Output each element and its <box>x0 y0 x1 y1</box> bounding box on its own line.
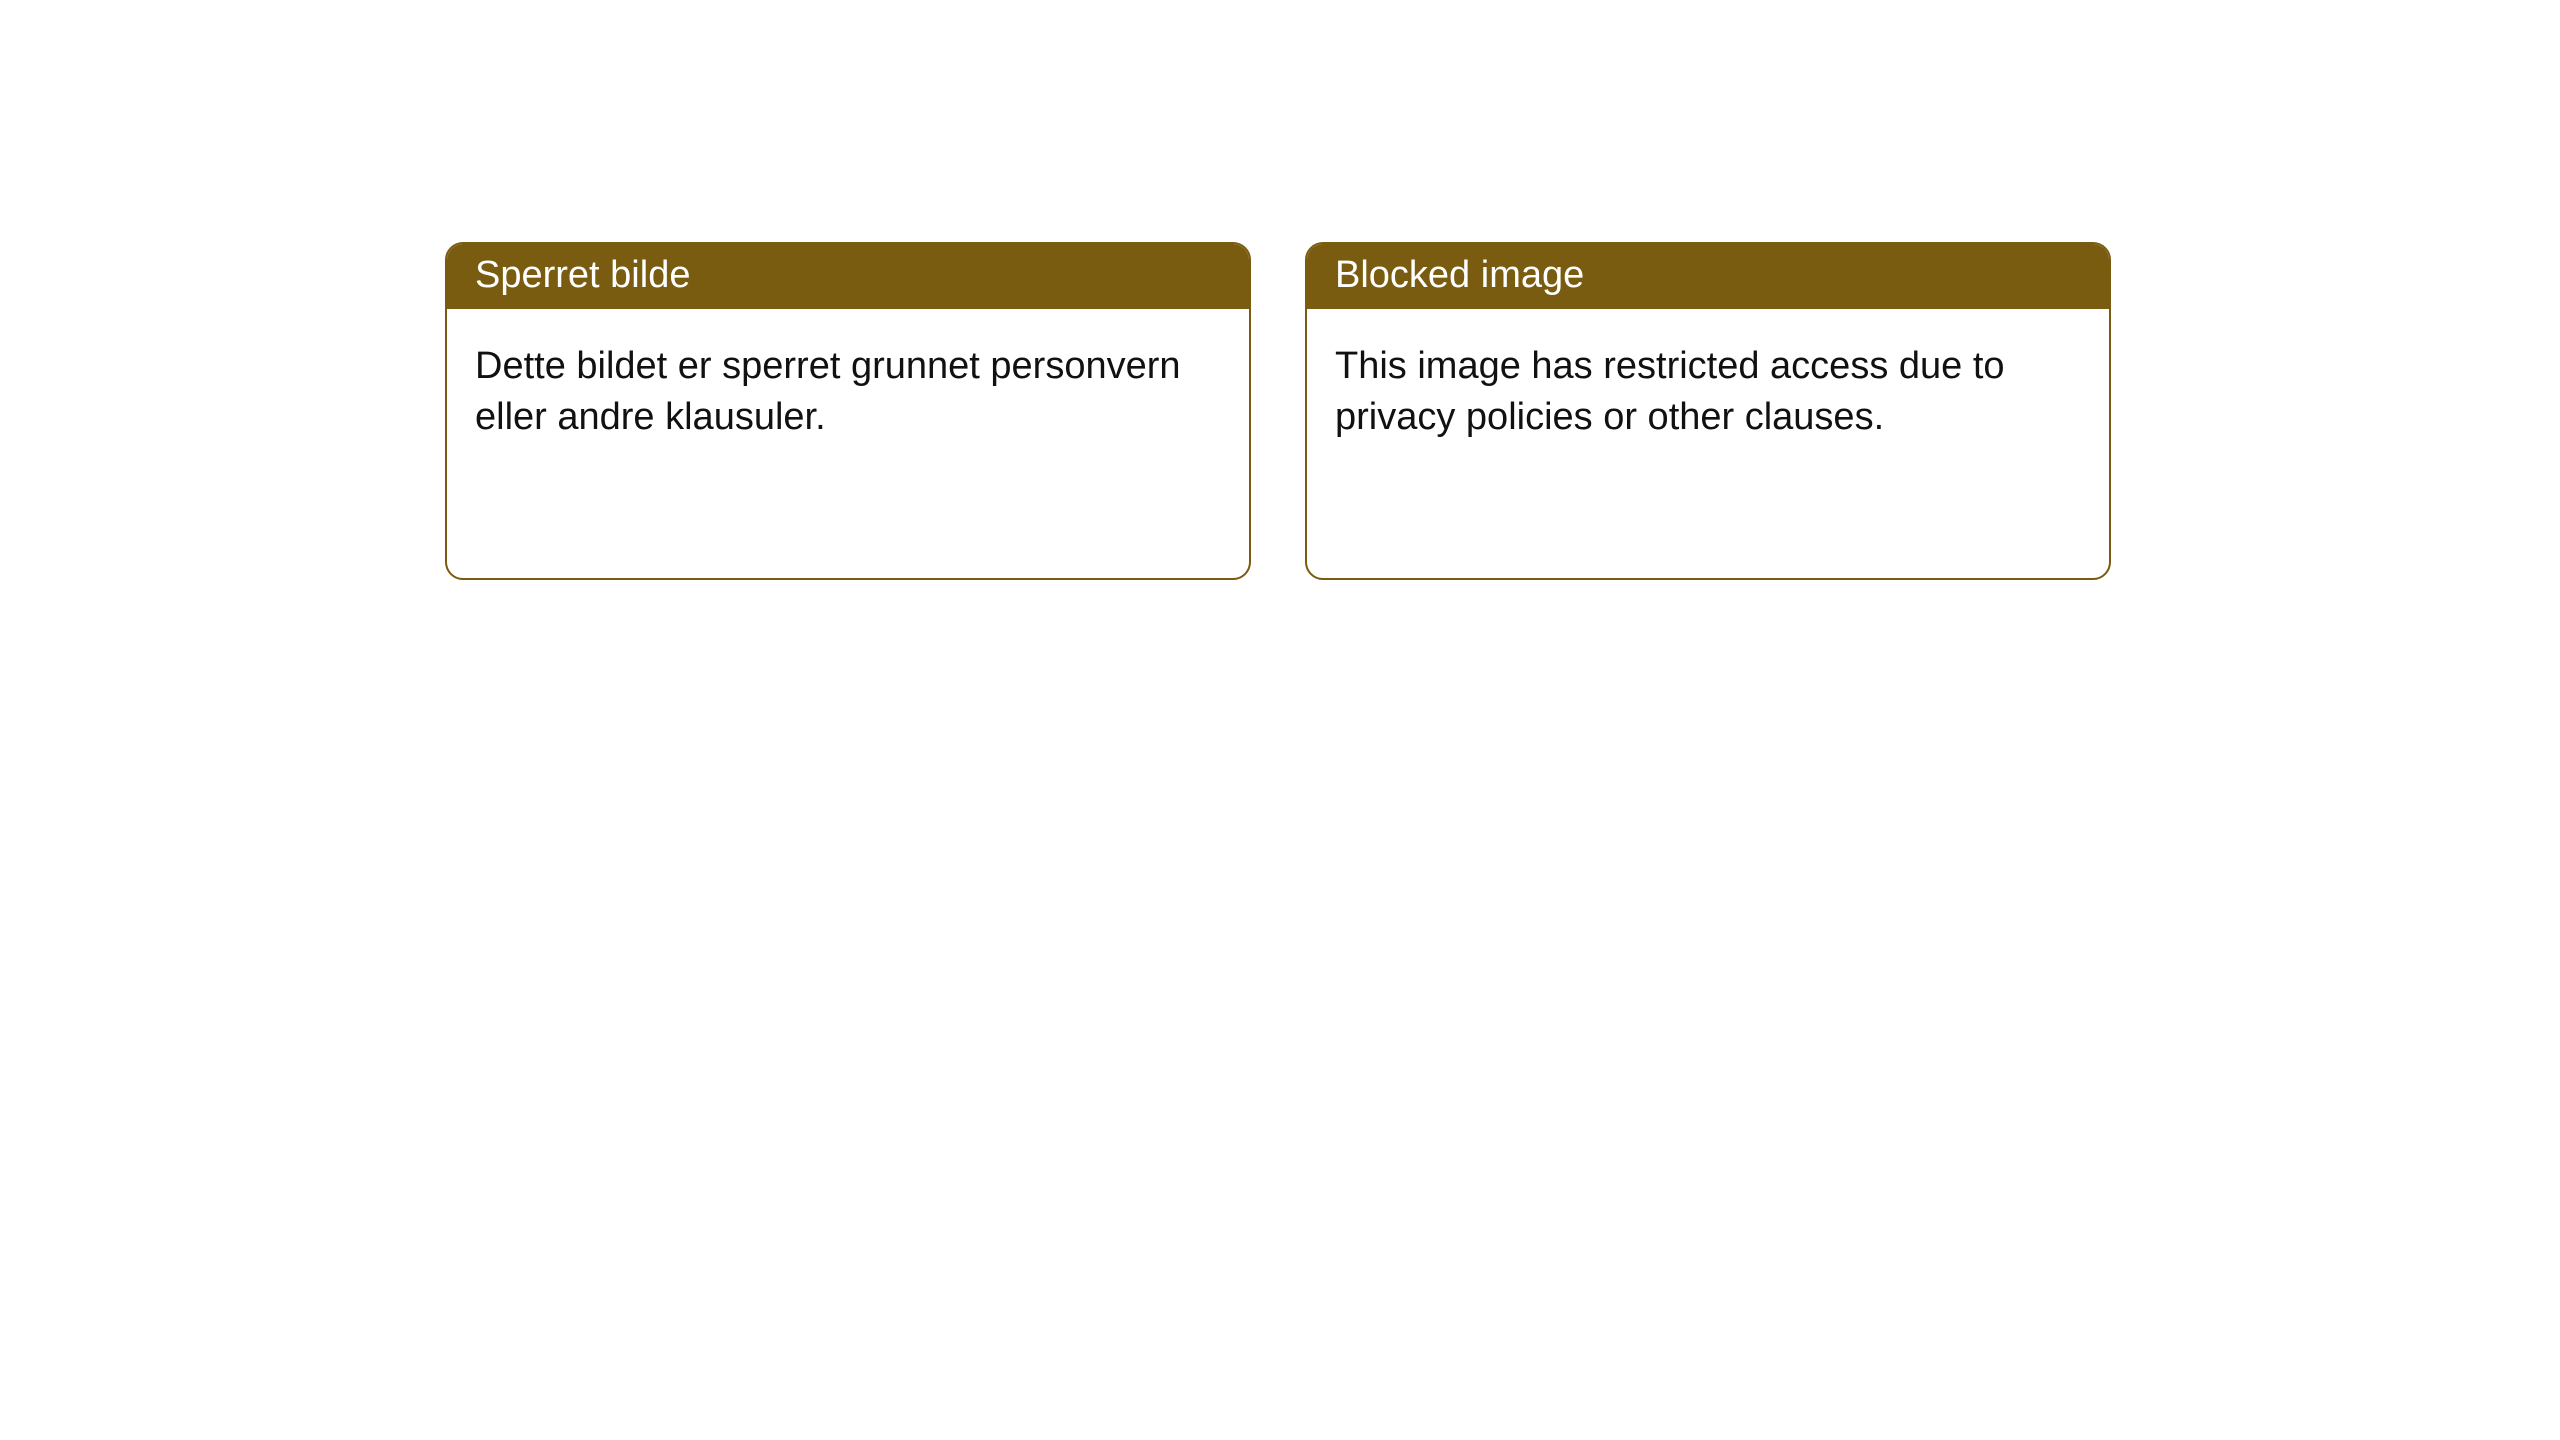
notice-container: Sperret bilde Dette bildet er sperret gr… <box>0 0 2560 580</box>
panel-title-norwegian: Sperret bilde <box>447 244 1249 309</box>
panel-body-norwegian: Dette bildet er sperret grunnet personve… <box>447 309 1249 476</box>
panel-title-english: Blocked image <box>1307 244 2109 309</box>
notice-panel-english: Blocked image This image has restricted … <box>1305 242 2111 580</box>
panel-body-english: This image has restricted access due to … <box>1307 309 2109 476</box>
notice-panel-norwegian: Sperret bilde Dette bildet er sperret gr… <box>445 242 1251 580</box>
